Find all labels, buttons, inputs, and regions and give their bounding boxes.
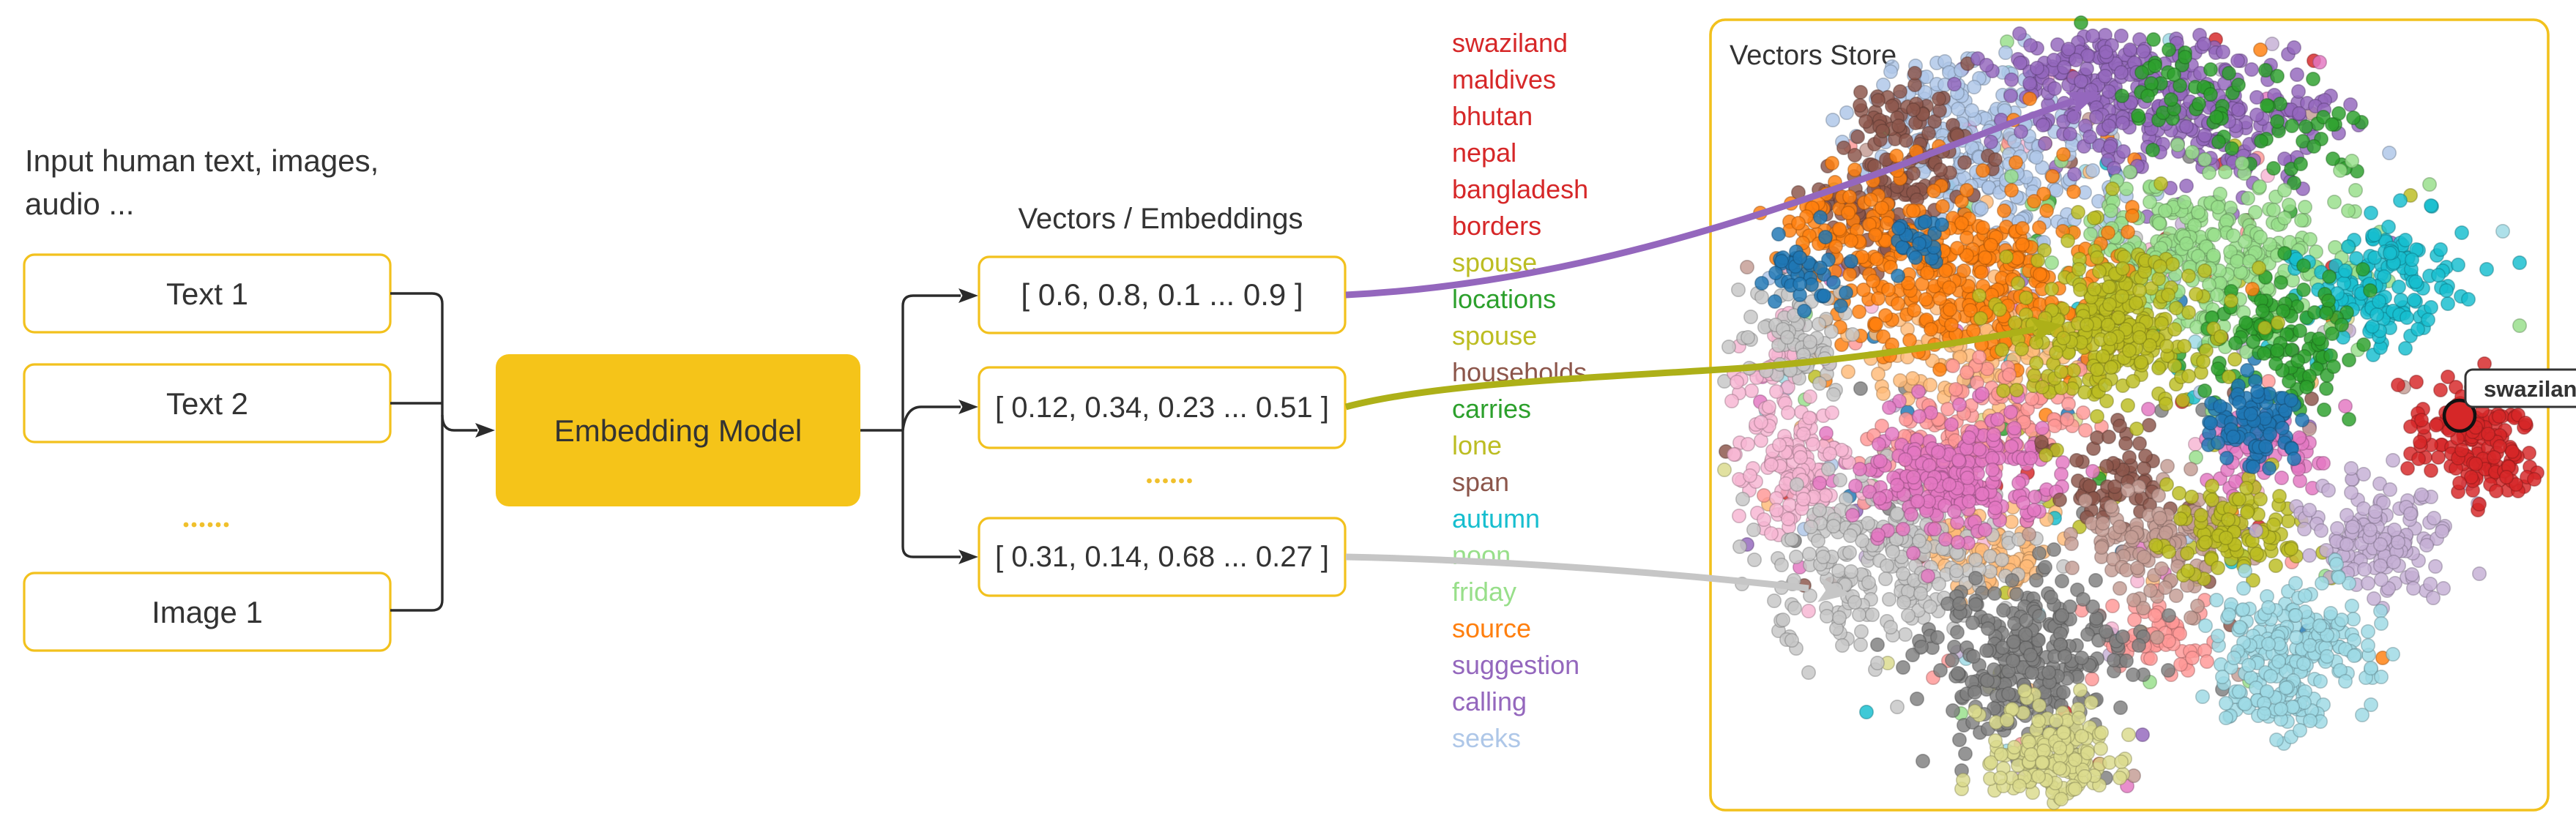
svg-text:lone: lone	[1452, 430, 1502, 460]
svg-text:Embedding Model: Embedding Model	[554, 413, 803, 448]
svg-text:source: source	[1452, 613, 1531, 643]
svg-text:Text 2: Text 2	[166, 386, 248, 421]
svg-text:bhutan: bhutan	[1452, 101, 1533, 131]
svg-text:nepal: nepal	[1452, 138, 1516, 168]
svg-text:bangladesh: bangladesh	[1452, 174, 1588, 204]
svg-text:autumn: autumn	[1452, 503, 1540, 533]
svg-text:[ 0.12, 0.34, 0.23 ... 0.51 ]: [ 0.12, 0.34, 0.23 ... 0.51 ]	[995, 392, 1329, 424]
svg-text:span: span	[1452, 467, 1509, 497]
svg-text:friday: friday	[1452, 577, 1516, 607]
svg-text:Input human text, images,: Input human text, images,	[25, 143, 379, 178]
svg-text:Vectors / Embeddings: Vectors / Embeddings	[1018, 203, 1303, 235]
svg-text:[ 0.31, 0.14, 0.68 ... 0.27 ]: [ 0.31, 0.14, 0.68 ... 0.27 ]	[995, 541, 1329, 573]
svg-text:Vectors Store: Vectors Store	[1730, 40, 1896, 71]
svg-text:maldives: maldives	[1452, 64, 1556, 94]
svg-text:[ 0.6, 0.8, 0.1 ... 0.9 ]: [ 0.6, 0.8, 0.1 ... 0.9 ]	[1021, 277, 1303, 312]
svg-text:seeks: seeks	[1452, 723, 1521, 753]
svg-text:borders: borders	[1452, 211, 1541, 241]
svg-text:audio ...: audio ...	[25, 187, 134, 221]
svg-text:spouse: spouse	[1452, 321, 1537, 351]
svg-text:Text 1: Text 1	[166, 277, 248, 311]
svg-text:swaziland: swaziland	[1452, 28, 1568, 58]
svg-text:locations: locations	[1452, 284, 1556, 314]
svg-text:calling: calling	[1452, 686, 1527, 716]
svg-text:Image 1: Image 1	[152, 595, 263, 629]
svg-text:suggestion: suggestion	[1452, 650, 1579, 680]
svg-text:carries: carries	[1452, 394, 1531, 424]
